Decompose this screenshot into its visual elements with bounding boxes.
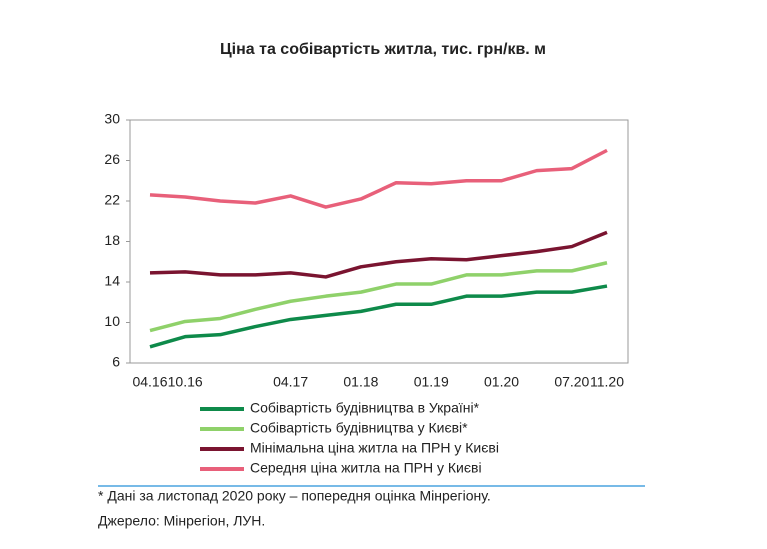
x-tick-label: 07.20 bbox=[554, 374, 589, 390]
y-tick-label: 10 bbox=[104, 313, 120, 329]
plot-frame bbox=[129, 119, 629, 364]
series-line bbox=[149, 148, 608, 209]
series-line bbox=[149, 261, 608, 333]
y-tick-label: 6 bbox=[112, 354, 120, 370]
series-line bbox=[149, 230, 608, 279]
x-tick-label: 01.19 bbox=[414, 374, 449, 390]
legend-label: Середня ціна житла на ПРН у Києві bbox=[250, 460, 482, 476]
footnote: * Дані за листопад 2020 року – попередня… bbox=[98, 488, 491, 504]
x-tick-label: 01.20 bbox=[484, 374, 519, 390]
y-tick-label: 22 bbox=[104, 192, 120, 208]
legend-label: Мінімальна ціна житла на ПРН у Києві bbox=[250, 440, 499, 456]
source: Джерело: Мінрегіон, ЛУН. bbox=[98, 513, 265, 529]
y-tick-label: 30 bbox=[104, 111, 120, 127]
x-tick-label: 11.20 bbox=[590, 374, 624, 390]
y-tick-label: 18 bbox=[104, 232, 120, 248]
x-tick-label: 04.16 bbox=[132, 374, 167, 390]
x-tick-label: 10.16 bbox=[168, 374, 203, 390]
series-line bbox=[149, 284, 608, 349]
x-tick-label: 04.17 bbox=[273, 374, 308, 390]
y-tick-label: 26 bbox=[104, 151, 120, 167]
legend-label: Собівартість будівництва в Україні* bbox=[250, 400, 480, 416]
chart-title: Ціна та собівартість житла, тис. грн/кв.… bbox=[220, 41, 546, 58]
legend-label: Собівартість будівництва у Києві* bbox=[250, 420, 468, 436]
x-tick-label: 01.18 bbox=[343, 374, 378, 390]
y-tick-label: 14 bbox=[104, 273, 120, 289]
